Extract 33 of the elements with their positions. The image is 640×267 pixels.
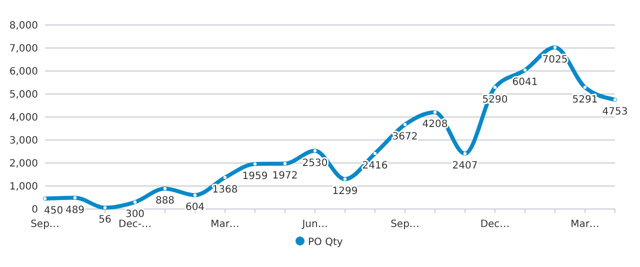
data-label: 2407 [452,160,478,172]
y-tick-label: 8,000 [9,20,38,32]
x-tick-label: Mar… [570,219,600,230]
y-tick-label: 4,000 [9,112,38,124]
data-label: 1299 [332,186,358,198]
x-tick-label: Sep… [390,219,420,230]
data-label: 4753 [602,106,628,118]
x-tick-label: Dec-… [118,219,152,230]
data-label: 450 [44,206,64,217]
data-label: 888 [155,196,175,207]
y-tick-label: 0 [32,204,38,216]
data-label: 300 [125,209,145,220]
data-label: 2530 [302,158,328,169]
data-label: 489 [65,204,85,216]
data-label: 604 [185,202,205,214]
data-label: 56 [98,214,112,226]
data-label: 1368 [212,184,238,196]
data-label: 6041 [512,77,538,88]
data-label: 5291 [572,94,598,106]
y-tick-label: 3,000 [9,136,38,146]
x-tick-label: Sep… [30,219,60,230]
data-label: 1972 [272,170,298,182]
y-tick-label: 5,000 [9,90,38,100]
x-tick-label: Dec… [480,219,510,230]
y-tick-label: 1,000 [9,182,38,192]
y-tick-label: 7,000 [9,44,38,54]
data-label: 3672 [392,132,418,143]
data-label: 1959 [242,170,268,182]
y-tick-label: 2,000 [9,158,38,170]
x-tick-label: Jun… [301,219,328,230]
x-tick-label: Mar… [210,219,240,230]
legend-label: PO Qty [308,237,343,248]
y-tick-label: 6,000 [9,66,38,78]
